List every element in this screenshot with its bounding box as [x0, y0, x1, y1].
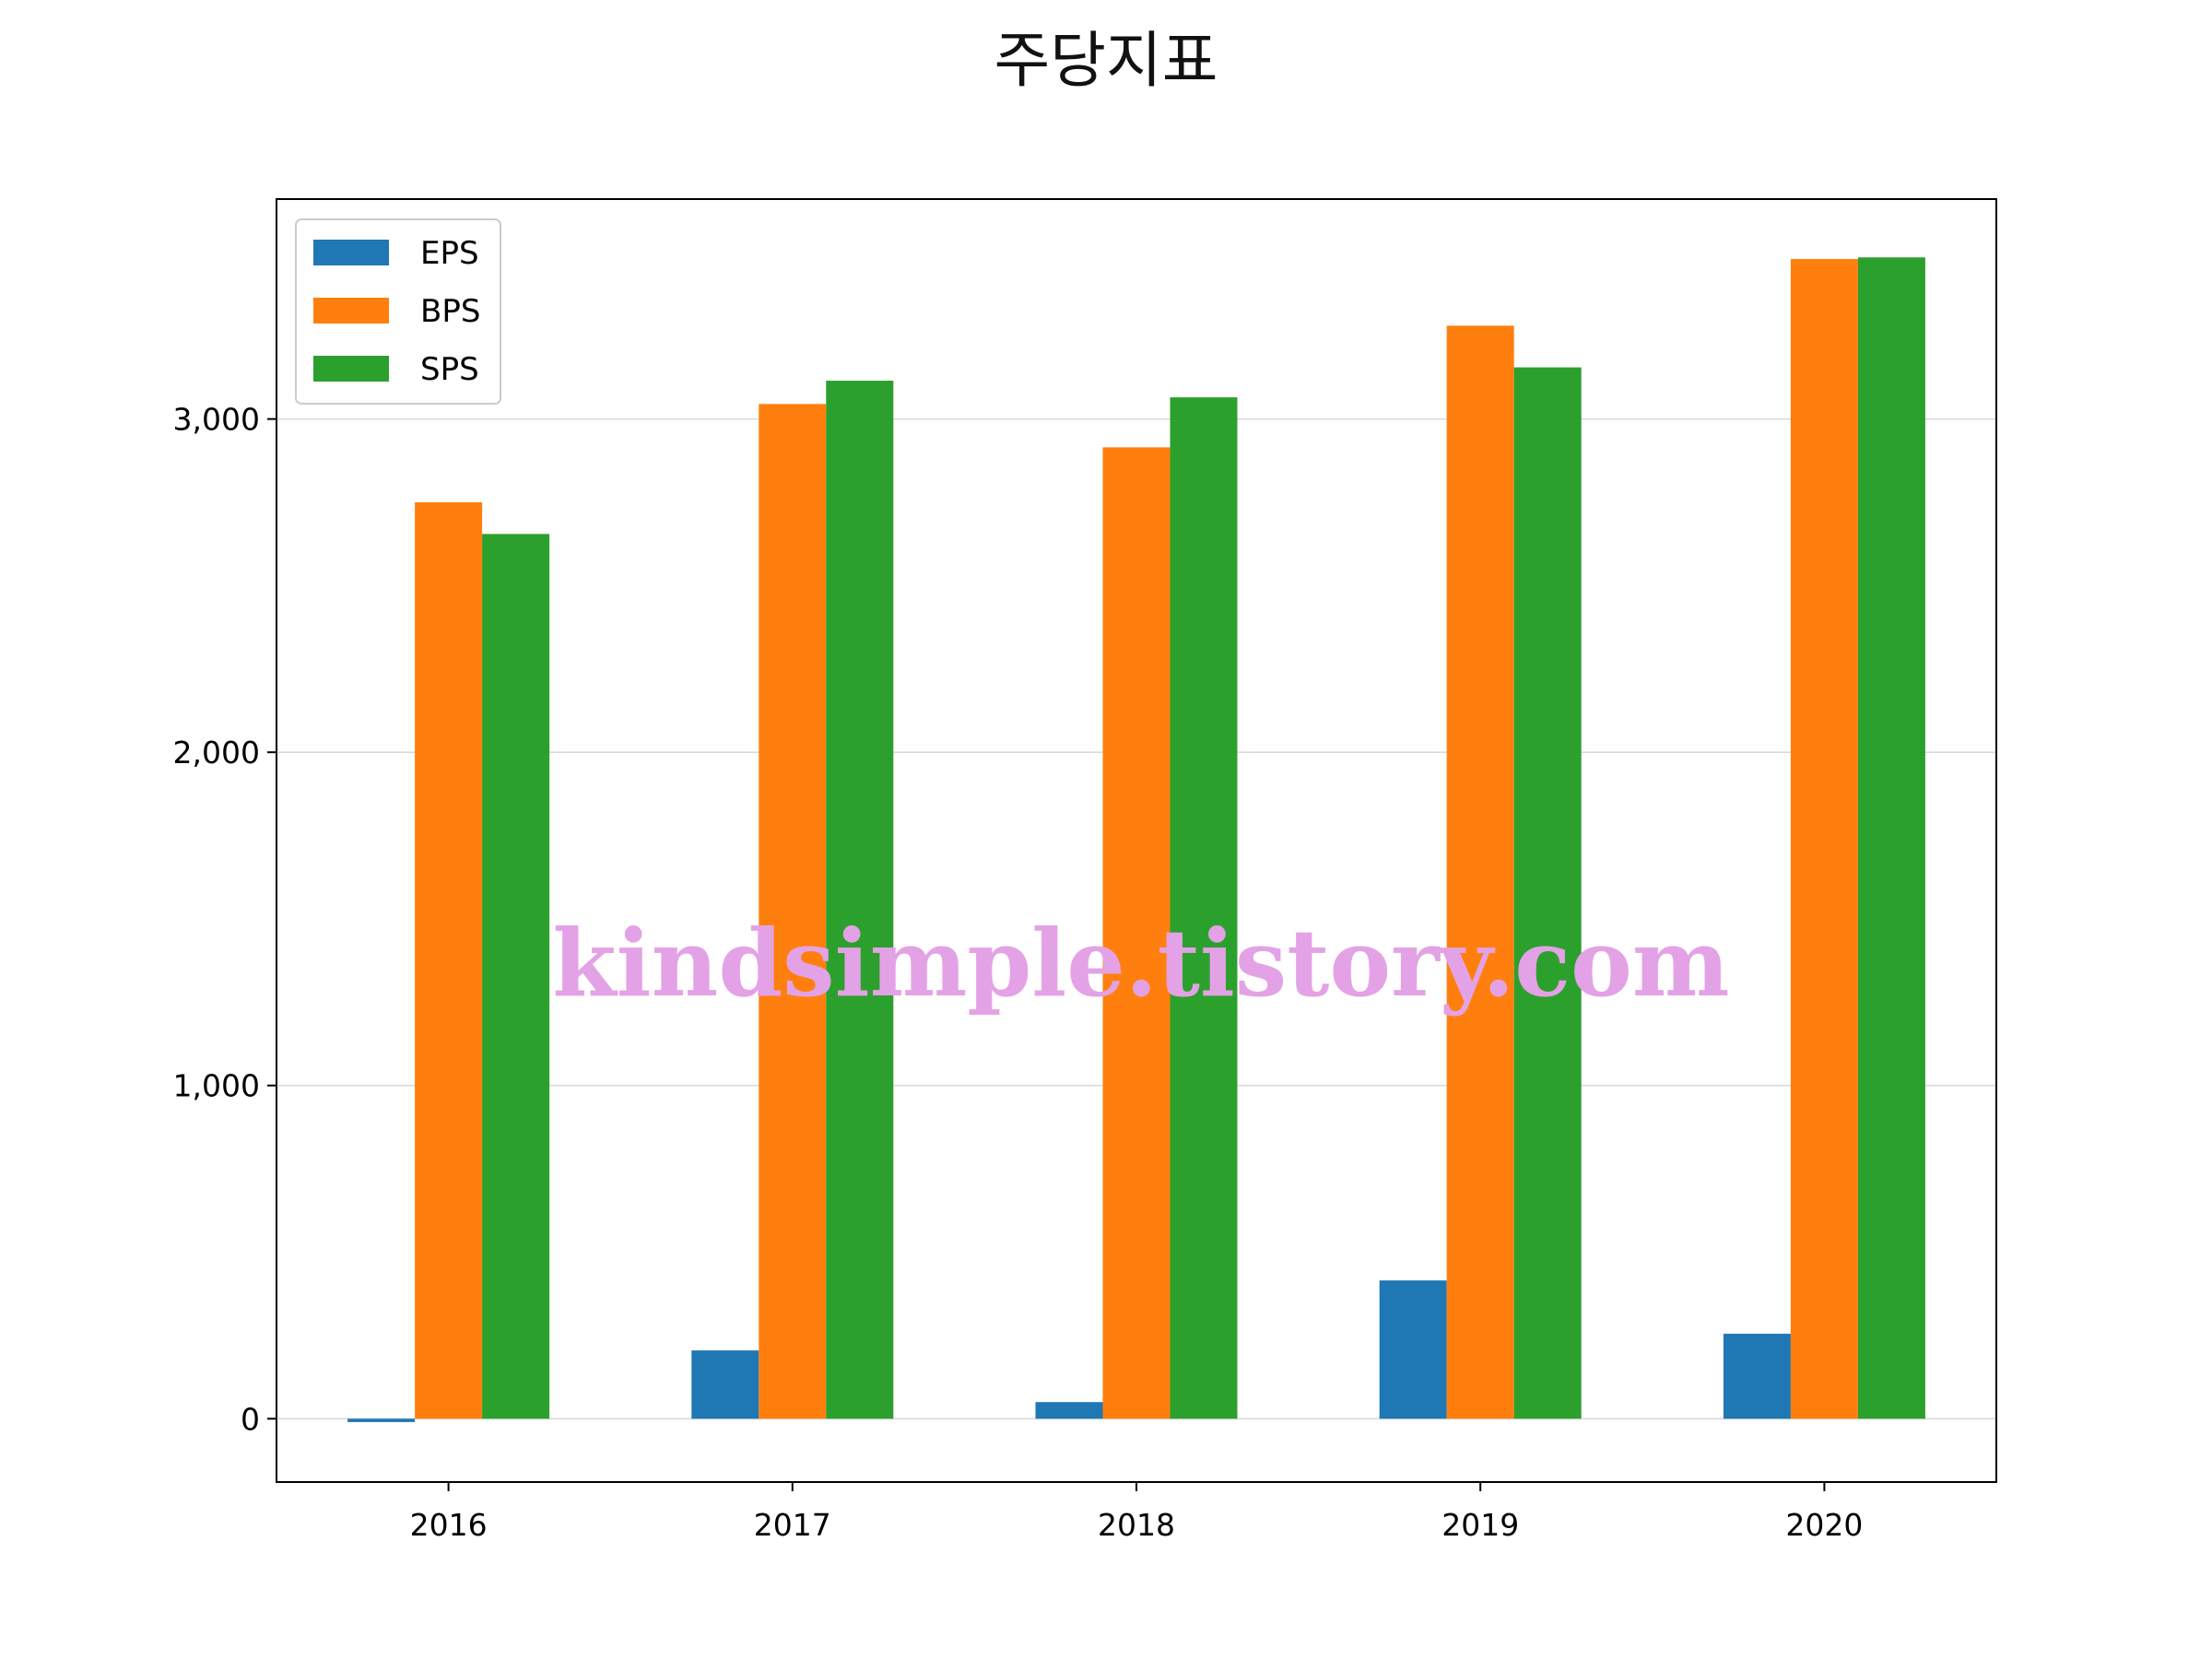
bar-eps-2016	[347, 1418, 416, 1422]
bar-eps-2017	[691, 1350, 759, 1419]
bar-eps-2018	[1035, 1402, 1103, 1419]
bar-eps-2019	[1379, 1280, 1447, 1419]
bars	[347, 257, 1925, 1422]
bar-sps-2019	[1513, 367, 1582, 1419]
x-tick-label: 2019	[1441, 1507, 1519, 1543]
legend-swatch-bps	[313, 298, 389, 324]
bar-bps-2018	[1102, 447, 1171, 1419]
bar-sps-2017	[826, 381, 894, 1419]
y-tick-label: 0	[241, 1401, 260, 1437]
x-tick-label: 2020	[1785, 1507, 1863, 1543]
legend-swatch-eps	[313, 240, 389, 265]
bar-eps-2020	[1723, 1334, 1791, 1419]
legend-label-sps: SPS	[420, 351, 479, 388]
legend-label-eps: EPS	[420, 235, 479, 272]
bar-sps-2018	[1170, 397, 1238, 1419]
bar-sps-2020	[1857, 257, 1925, 1419]
legend-label-bps: BPS	[420, 293, 480, 330]
bar-bps-2017	[759, 404, 827, 1419]
y-tick-label: 2,000	[173, 735, 260, 771]
y-tick-label: 1,000	[173, 1068, 260, 1104]
bar-bps-2016	[415, 502, 483, 1419]
watermark-text: kindsimple.tistory.com	[552, 909, 1729, 1018]
chart-title: 주당지표	[994, 25, 1218, 96]
x-tick-label: 2018	[1098, 1507, 1175, 1543]
bar-bps-2019	[1446, 325, 1514, 1419]
legend-swatch-sps	[313, 356, 389, 382]
y-axis: 0 1,000 2,000 3,000	[173, 402, 276, 1437]
bar-bps-2020	[1790, 259, 1858, 1419]
y-tick-label: 3,000	[173, 402, 260, 438]
x-tick-label: 2017	[754, 1507, 831, 1543]
x-axis: 2016 2017 2018 2019 2020	[410, 1482, 1863, 1543]
bar-sps-2016	[482, 534, 550, 1419]
legend: EPS BPS SPS	[295, 218, 501, 405]
x-tick-label: 2016	[410, 1507, 488, 1543]
